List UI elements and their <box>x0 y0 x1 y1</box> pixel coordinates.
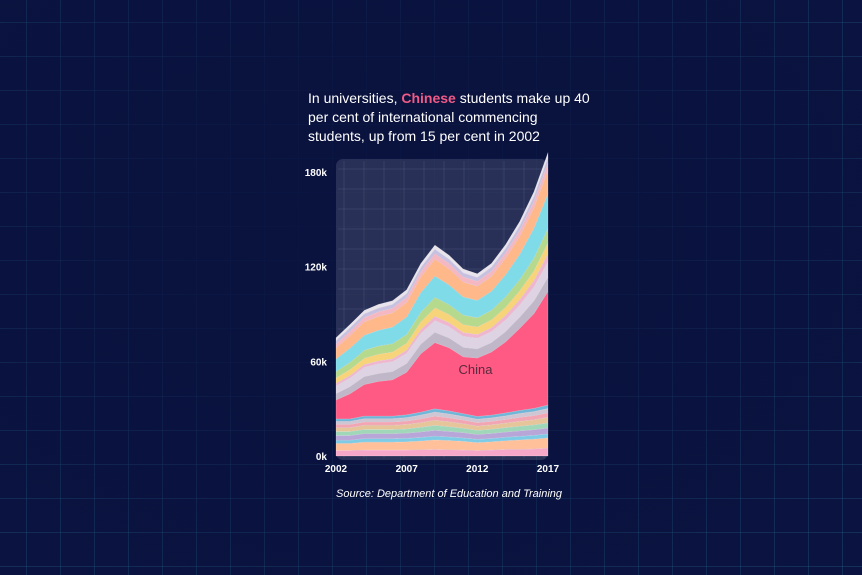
title-part1: In universities, <box>308 90 402 106</box>
title-highlight: Chinese <box>401 90 456 106</box>
source-note: Source: Department of Education and Trai… <box>336 488 563 500</box>
x-tick-label: 2012 <box>466 464 489 475</box>
x-tick-label: 2002 <box>325 464 348 475</box>
y-tick-label: 60k <box>310 357 327 368</box>
y-tick-label: 0k <box>316 452 328 463</box>
x-tick-label: 2017 <box>537 464 560 475</box>
area-series-3 <box>335 433 549 444</box>
china-annotation: China <box>459 362 494 377</box>
area-series-5 <box>335 422 549 436</box>
x-tick-label: 2007 <box>396 464 419 475</box>
area-series-20 <box>335 152 549 342</box>
y-tick-label: 180k <box>305 168 328 179</box>
y-tick-label: 120k <box>305 263 328 274</box>
title-part2: students make up 40 per cent of internat… <box>308 90 590 144</box>
area-series-4 <box>335 427 549 441</box>
chart-title: In universities, Chinese students make u… <box>308 89 598 146</box>
